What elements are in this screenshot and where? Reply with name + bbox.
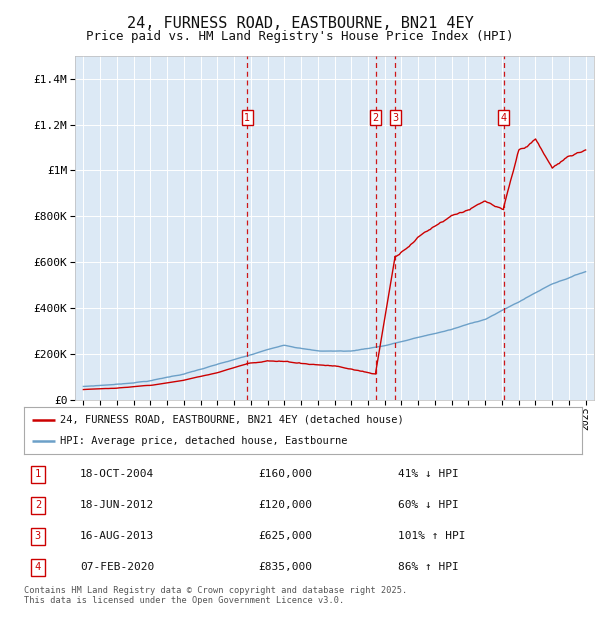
Text: 4: 4	[500, 113, 506, 123]
Text: 41% ↓ HPI: 41% ↓ HPI	[398, 469, 458, 479]
Text: 1: 1	[244, 113, 250, 123]
Text: 1: 1	[35, 469, 41, 479]
Text: 24, FURNESS ROAD, EASTBOURNE, BN21 4EY: 24, FURNESS ROAD, EASTBOURNE, BN21 4EY	[127, 16, 473, 30]
Text: £625,000: £625,000	[259, 531, 313, 541]
Text: £835,000: £835,000	[259, 562, 313, 572]
Text: 3: 3	[392, 113, 398, 123]
Text: Price paid vs. HM Land Registry's House Price Index (HPI): Price paid vs. HM Land Registry's House …	[86, 30, 514, 43]
Text: 24, FURNESS ROAD, EASTBOURNE, BN21 4EY (detached house): 24, FURNESS ROAD, EASTBOURNE, BN21 4EY (…	[60, 415, 404, 425]
Text: 86% ↑ HPI: 86% ↑ HPI	[398, 562, 458, 572]
Text: £160,000: £160,000	[259, 469, 313, 479]
Text: Contains HM Land Registry data © Crown copyright and database right 2025.
This d: Contains HM Land Registry data © Crown c…	[24, 586, 407, 605]
Text: 2: 2	[373, 113, 379, 123]
Text: HPI: Average price, detached house, Eastbourne: HPI: Average price, detached house, East…	[60, 436, 348, 446]
Text: 16-AUG-2013: 16-AUG-2013	[80, 531, 154, 541]
Text: 60% ↓ HPI: 60% ↓ HPI	[398, 500, 458, 510]
Text: 2: 2	[35, 500, 41, 510]
Text: 4: 4	[35, 562, 41, 572]
Text: 07-FEB-2020: 07-FEB-2020	[80, 562, 154, 572]
Text: 18-JUN-2012: 18-JUN-2012	[80, 500, 154, 510]
Text: 18-OCT-2004: 18-OCT-2004	[80, 469, 154, 479]
Text: 101% ↑ HPI: 101% ↑ HPI	[398, 531, 466, 541]
Text: 3: 3	[35, 531, 41, 541]
Text: £120,000: £120,000	[259, 500, 313, 510]
